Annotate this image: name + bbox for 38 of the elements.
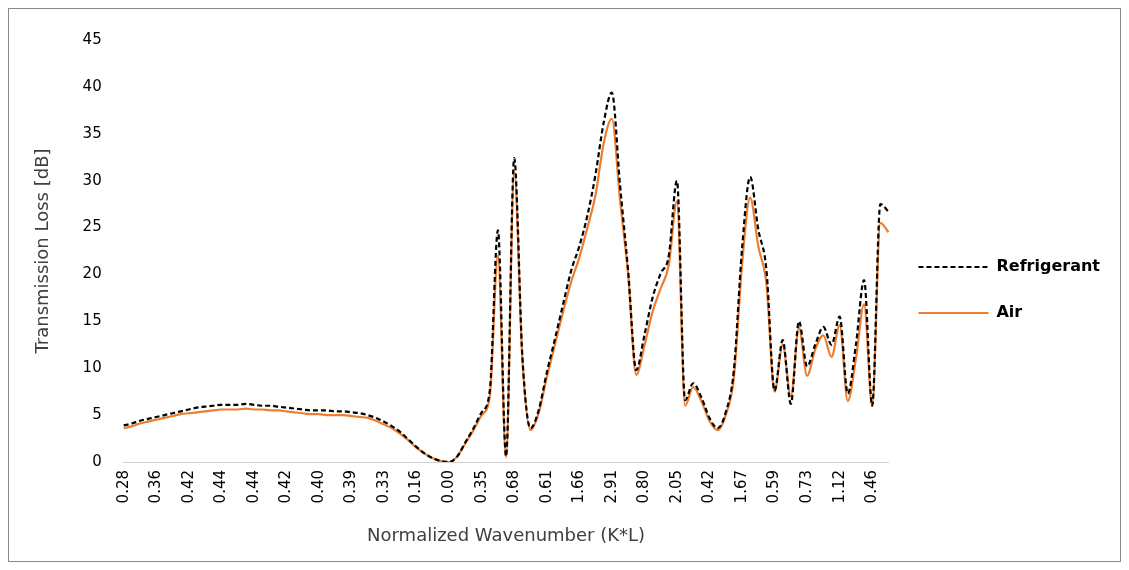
x-tick-label: 0.42 bbox=[178, 470, 197, 504]
x-tick-label: 0.44 bbox=[243, 470, 262, 504]
x-tick-label: 1.67 bbox=[731, 470, 750, 504]
x-tick-label: 2.91 bbox=[601, 470, 620, 504]
x-tick-label: 0.73 bbox=[796, 470, 815, 504]
y-tick-label: 35 bbox=[82, 123, 102, 142]
y-axis-title: Transmission Loss [dB] bbox=[31, 148, 53, 355]
y-tick-label: 15 bbox=[82, 311, 102, 330]
x-tick-label: 0.16 bbox=[406, 470, 425, 504]
x-tick-label: 0.39 bbox=[341, 470, 360, 504]
x-tick-label: 0.42 bbox=[699, 470, 718, 504]
x-tick-label: 0.68 bbox=[504, 470, 523, 504]
x-tick-label: 0.44 bbox=[211, 470, 230, 504]
x-tick-label: 2.05 bbox=[666, 470, 685, 504]
x-axis-title: Normalized Wavenumber (K*L) bbox=[367, 523, 646, 545]
legend-label: Air bbox=[996, 302, 1023, 322]
x-tick-label: 0.28 bbox=[113, 470, 132, 504]
x-tick-label: 1.66 bbox=[569, 470, 588, 504]
x-tick-label: 0.42 bbox=[276, 470, 295, 504]
x-tick-label: 0.33 bbox=[373, 470, 392, 504]
legend-label: Refrigerant bbox=[996, 256, 1101, 276]
x-tick-label: 0.80 bbox=[634, 470, 653, 504]
y-tick-label: 20 bbox=[82, 264, 102, 283]
y-tick-label: 45 bbox=[82, 29, 102, 48]
x-tick-label: 0.40 bbox=[308, 470, 327, 504]
y-tick-label: 10 bbox=[82, 358, 102, 377]
x-tick-label: 0.61 bbox=[536, 470, 555, 504]
y-tick-label: 40 bbox=[82, 76, 102, 95]
x-tick-label: 1.12 bbox=[829, 470, 848, 504]
x-tick-label: 0.36 bbox=[146, 470, 165, 504]
x-tick-label: 0.00 bbox=[439, 470, 458, 504]
y-tick-label: 30 bbox=[82, 170, 102, 189]
y-tick-label: 0 bbox=[92, 451, 102, 470]
y-tick-label: 5 bbox=[92, 405, 102, 423]
x-tick-label: 0.59 bbox=[764, 470, 783, 504]
x-tick-label: 0.46 bbox=[862, 470, 881, 504]
x-tick-label: 0.35 bbox=[471, 470, 490, 504]
y-tick-label: 25 bbox=[82, 217, 102, 236]
